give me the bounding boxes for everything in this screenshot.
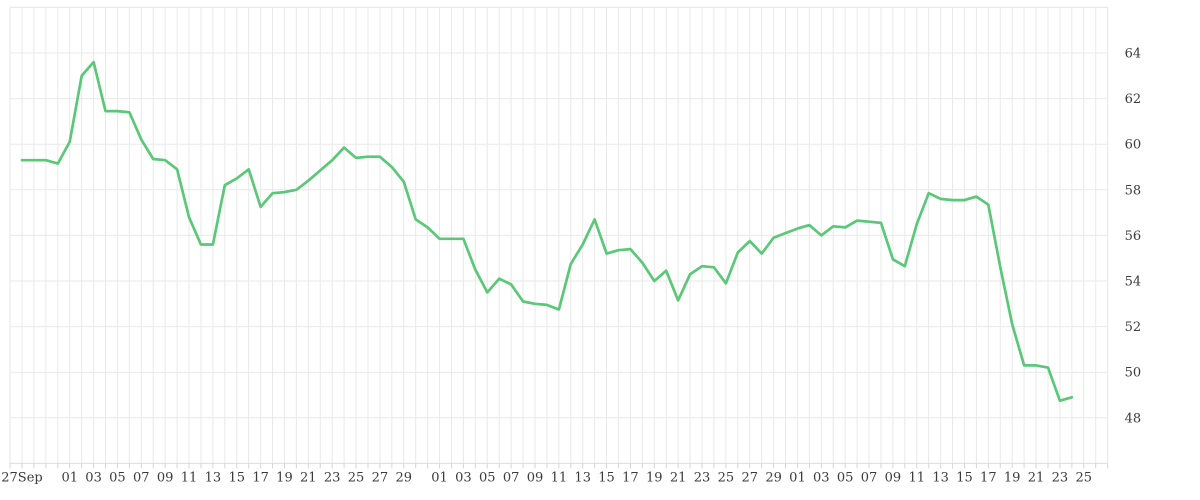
x-axis-label: 19 xyxy=(1004,470,1021,485)
x-axis-label: 03 xyxy=(85,470,102,485)
x-axis-label: 15 xyxy=(598,470,615,485)
y-axis-labels: 48 50 52 54 56 58 60 62 64 xyxy=(1125,47,1142,427)
x-axis-label: 15 xyxy=(228,470,245,485)
y-axis-label: 54 xyxy=(1125,275,1142,290)
x-axis-label: 29 xyxy=(395,470,412,485)
x-axis-label: 11 xyxy=(551,470,568,485)
x-axis-label: 01 xyxy=(431,470,448,485)
x-axis-label: 09 xyxy=(885,470,902,485)
x-axis-label: 25 xyxy=(1075,470,1092,485)
x-axis-label: 25 xyxy=(718,470,735,485)
x-axis-label: 19 xyxy=(276,470,293,485)
x-axis-label: 11 xyxy=(181,470,198,485)
x-axis-label: 19 xyxy=(646,470,663,485)
x-axis-label: 05 xyxy=(837,470,854,485)
x-axis-label: 17 xyxy=(252,470,269,485)
y-axis-label: 60 xyxy=(1125,138,1142,153)
y-axis-label: 48 xyxy=(1125,411,1142,426)
y-axis-label: 62 xyxy=(1125,92,1142,107)
x-axis-label: 07 xyxy=(503,470,520,485)
x-axis-label: 27 xyxy=(741,470,758,485)
series-layer xyxy=(20,60,1074,403)
y-axis-label: 52 xyxy=(1125,320,1142,335)
x-axis-label: 05 xyxy=(109,470,126,485)
x-axis-label: 17 xyxy=(980,470,997,485)
x-axis-label: 25 xyxy=(348,470,365,485)
x-axis-label: 05 xyxy=(479,470,496,485)
x-axis-labels: 27Sep 01 03 05 07 09 11 13 15 17 19 21 23 25 27 29 01 03 0… xyxy=(1,470,1092,485)
y-axis-label: 56 xyxy=(1125,229,1142,244)
x-axis-label: 29 xyxy=(765,470,782,485)
grid-layer xyxy=(9,6,1109,464)
x-axis-label: 17 xyxy=(622,470,639,485)
x-axis-label: 03 xyxy=(455,470,472,485)
x-axis-label: 01 xyxy=(61,470,78,485)
x-axis-label: 21 xyxy=(300,470,317,485)
x-axis-label: 09 xyxy=(157,470,174,485)
y-axis-label: 58 xyxy=(1125,183,1142,198)
x-axis-label: 07 xyxy=(861,470,878,485)
x-axis-label: 15 xyxy=(956,470,973,485)
x-axis-label: 21 xyxy=(670,470,687,485)
x-axis-label: 23 xyxy=(694,470,711,485)
y-axis-label: 50 xyxy=(1125,366,1142,381)
x-axis-ticks xyxy=(9,463,1109,469)
x-axis-label: 07 xyxy=(133,470,150,485)
price-line xyxy=(20,60,1074,403)
x-axis-label: 01 xyxy=(789,470,806,485)
x-axis-label: 21 xyxy=(1028,470,1045,485)
x-axis-label: 13 xyxy=(932,470,949,485)
x-axis-label: 23 xyxy=(1052,470,1069,485)
x-axis-label: 11 xyxy=(908,470,925,485)
x-axis-label: 27 xyxy=(372,470,389,485)
x-axis-label: 23 xyxy=(324,470,341,485)
y-axis-label: 64 xyxy=(1125,47,1142,62)
x-axis-label: 13 xyxy=(574,470,591,485)
x-axis-label: 03 xyxy=(813,470,830,485)
x-axis-label: 13 xyxy=(205,470,222,485)
x-axis-label: 27Sep xyxy=(1,470,42,485)
x-axis-label: 09 xyxy=(527,470,544,485)
